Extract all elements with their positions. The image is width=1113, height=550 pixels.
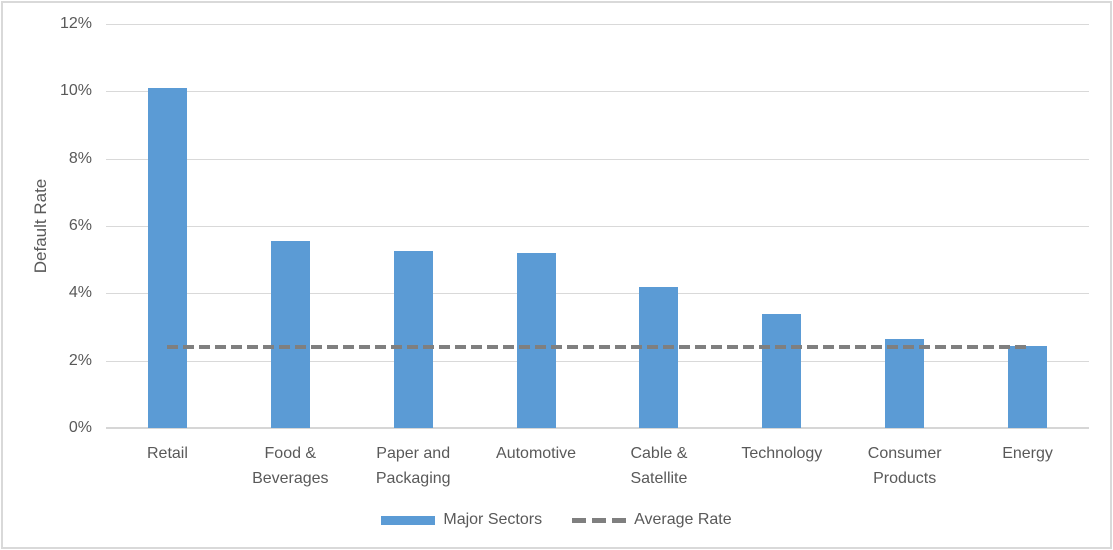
bar-retail bbox=[147, 87, 187, 428]
bar-slot bbox=[352, 24, 475, 428]
gridline-4% bbox=[106, 293, 1089, 295]
y-tick-label-8%: 8% bbox=[68, 149, 92, 167]
y-tick-label-0%: 0% bbox=[68, 419, 92, 436]
y-tick-label-10%: 10% bbox=[59, 82, 92, 100]
bar-slot bbox=[475, 24, 598, 428]
plot-area bbox=[106, 24, 1089, 428]
x-label-paper-and-packaging: Paper and Packaging bbox=[375, 445, 451, 487]
average-rate-line bbox=[167, 345, 1028, 350]
y-tick-label-12%: 12% bbox=[59, 15, 92, 32]
legend-bar-swatch bbox=[381, 515, 436, 525]
legend-item-major-sectors: Major Sectors bbox=[381, 511, 542, 529]
bar-slot bbox=[966, 24, 1089, 428]
x-axis-labels: Retail Food & Beverages Paper and Packagin… bbox=[106, 441, 1089, 491]
bar-slot bbox=[106, 24, 229, 428]
bar-automotive bbox=[516, 252, 556, 428]
y-tick-label-4%: 4% bbox=[68, 284, 92, 302]
gridline-12% bbox=[106, 24, 1089, 25]
x-label-energy: Energy bbox=[1002, 445, 1053, 462]
y-axis-title: Default Rate bbox=[31, 178, 50, 274]
bar-slot bbox=[598, 24, 721, 428]
bar-slot bbox=[843, 24, 966, 428]
legend-label: Major Sectors bbox=[443, 511, 543, 528]
bar-technology bbox=[762, 313, 802, 428]
x-label-automotive: Automotive bbox=[496, 445, 577, 462]
bar-cable-satellite bbox=[639, 286, 679, 428]
x-label-food-beverages: Food & Beverages bbox=[252, 445, 329, 487]
bar-slot bbox=[720, 24, 843, 428]
bar-slot bbox=[229, 24, 352, 428]
x-label-cable-satellite: Cable & Satellite bbox=[630, 445, 688, 487]
bar-consumer-products bbox=[885, 338, 925, 428]
legend: Major Sectors Average Rate bbox=[0, 506, 1113, 534]
x-label-technology: Technology bbox=[741, 445, 823, 462]
x-label-retail: Retail bbox=[146, 445, 188, 462]
gridline-6% bbox=[106, 226, 1089, 227]
y-tick-label-6%: 6% bbox=[68, 217, 92, 234]
gridline-2% bbox=[106, 360, 1089, 362]
gridline-10% bbox=[106, 91, 1089, 93]
bar-energy bbox=[1008, 345, 1048, 428]
legend-item-average-rate: Average Rate bbox=[572, 511, 732, 529]
x-label-consumer-products: Consumer Products bbox=[867, 445, 942, 487]
y-tick-label-2%: 2% bbox=[68, 351, 92, 369]
legend-label: Average Rate bbox=[634, 511, 732, 528]
x-axis-line bbox=[106, 427, 1089, 429]
gridline-8% bbox=[106, 158, 1089, 160]
legend-dashed-line-swatch bbox=[572, 517, 627, 523]
bar-food-beverages bbox=[270, 241, 310, 428]
bar-paper-and-packaging bbox=[393, 251, 433, 428]
